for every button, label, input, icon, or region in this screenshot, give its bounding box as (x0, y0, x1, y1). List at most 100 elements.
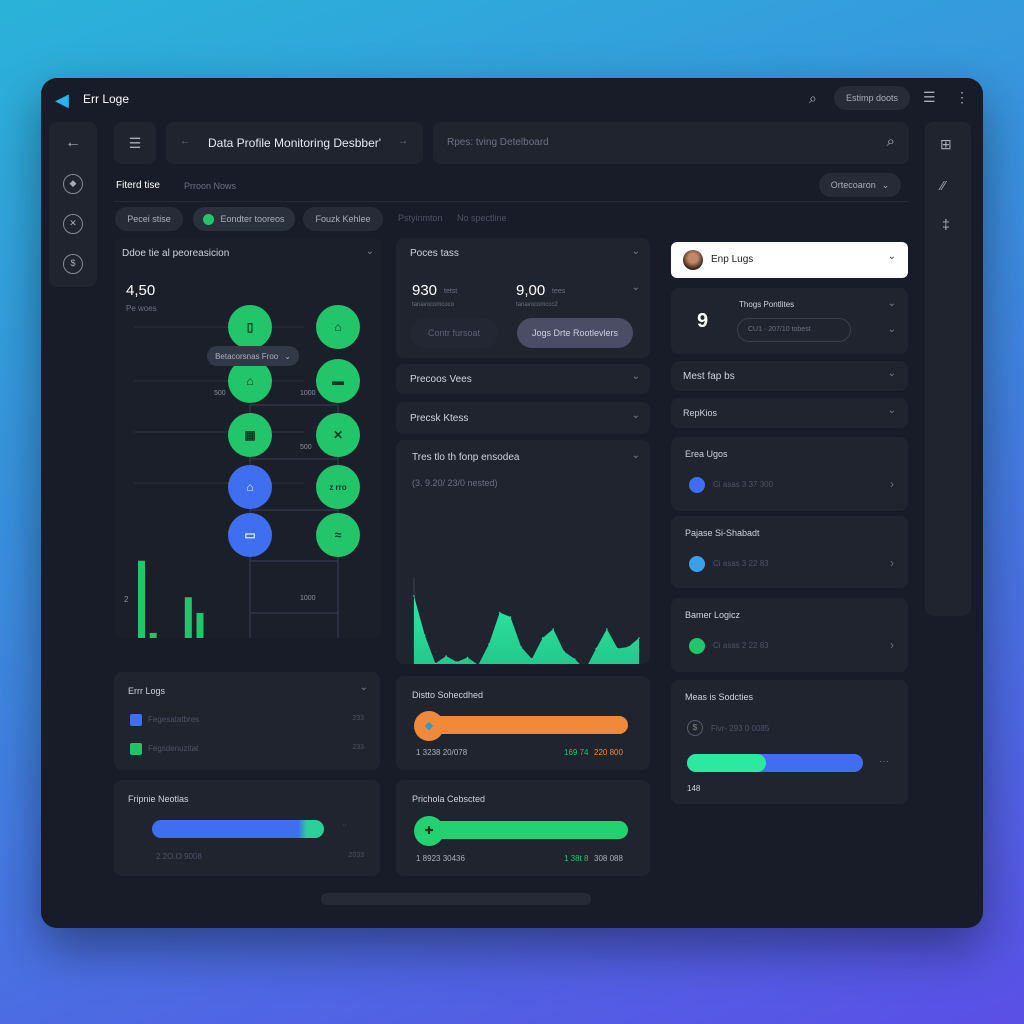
status-dot-icon (689, 477, 705, 493)
measures-progress-track (687, 754, 863, 772)
search-input[interactable]: Rpes: tving Detelboard (447, 137, 549, 148)
filter-sublabel: Prroon Nows (184, 181, 237, 191)
chevron-down-icon[interactable]: ⌄ (359, 682, 368, 693)
data-point (413, 595, 415, 597)
node-icon: ▯ (246, 320, 254, 334)
accordion-item[interactable]: RepKios ⌄ (671, 398, 908, 428)
data-point (627, 646, 630, 648)
filter-link[interactable]: Pstyinmton (398, 213, 443, 223)
menu-icon[interactable]: ☰ (923, 89, 936, 105)
back-logo-icon[interactable]: ◀ (55, 90, 69, 110)
node-label: 1000 (300, 595, 316, 602)
accordion-label: Mest fap bs (683, 371, 735, 382)
node-circle[interactable]: ▯ (228, 305, 272, 349)
arrow-left-icon[interactable]: ← (180, 136, 190, 147)
log-value: 233 (352, 744, 364, 751)
chart-subtitle: (3. 9.20/ 23/0 nested) (412, 478, 498, 488)
back-icon[interactable]: ← (65, 134, 81, 151)
log-value: 233 (352, 715, 364, 722)
search-icon[interactable]: ⌕ (886, 133, 895, 150)
chevron-down-icon[interactable]: ⌄ (887, 298, 896, 309)
divider (114, 201, 909, 202)
process-panel: Poces tass ⌄ 930 tetst tanavocomcoco 9,0… (396, 238, 650, 358)
chevron-right-icon: › (890, 638, 894, 652)
search-bar[interactable]: Rpes: tving Detelboard ⌕ (433, 122, 909, 164)
node-circle[interactable]: ▦ (228, 413, 272, 457)
schedule-left: 1 3238 20/078 (416, 748, 468, 757)
top-action-button[interactable]: Estimp doots (834, 86, 910, 110)
node-circle[interactable]: z rro (316, 465, 360, 509)
node-icon: ≈ (334, 528, 342, 542)
node-label: 1000 (300, 390, 316, 397)
more-icon[interactable]: ⋮ (955, 89, 969, 105)
more-icon[interactable]: ··· (879, 756, 889, 767)
problem-detected-panel: Prichola Cebscted ✚ 1 8923 30436 1 38t 8… (396, 780, 650, 876)
node-circle[interactable]: ≈ (316, 513, 360, 557)
horizontal-scrollbar[interactable] (321, 893, 591, 905)
data-point (434, 662, 437, 664)
panel-title: Ddoe tie al peoreasicion (122, 248, 230, 259)
accordion-item[interactable]: Mest fap bs ⌄ (671, 361, 908, 391)
dollar-icon[interactable]: $ (63, 254, 83, 274)
shield-icon[interactable]: ◆ (63, 174, 83, 194)
node-circle[interactable]: ✕ (316, 413, 360, 457)
user-dropdown[interactable]: Enp Lugs ⌄ (671, 242, 908, 278)
left-rail: ← ◆ ✕ $ (49, 122, 97, 287)
chevron-right-icon: › (890, 477, 894, 491)
profile-input[interactable]: CU1 · 207/10 tobest (737, 318, 851, 342)
more-icon[interactable]: ·· (342, 822, 347, 829)
filter-chip[interactable]: Fouzk Kehlee (303, 207, 383, 231)
node-tooltip-dropdown[interactable]: Betacorsnas Froo ⌄ (207, 346, 299, 366)
chevron-down-icon[interactable]: ⌄ (631, 246, 640, 257)
node-circle[interactable]: ⌂ (228, 465, 272, 509)
filter-chip-active[interactable]: Eondter tooreos (193, 207, 295, 231)
filter-icon[interactable]: ‡ (942, 216, 950, 232)
accordion-item[interactable]: Precsk Ktess ⌄ (396, 402, 650, 434)
dollar-icon: $ (687, 720, 703, 736)
node-circle[interactable]: ▬ (316, 359, 360, 403)
filter-link[interactable]: No spectline (457, 213, 507, 223)
tooltip-label: Betacorsnas Froo (215, 351, 279, 361)
pipeline-right: 2033 (348, 852, 364, 859)
card-title: Erea Ugos (685, 449, 728, 459)
card-title: Bamer Logicz (685, 610, 741, 620)
data-point (531, 658, 533, 660)
node-circle[interactable]: ⌂ (228, 359, 272, 403)
search-icon[interactable]: ⌕ (809, 90, 817, 106)
y-tick-label: 2 (124, 595, 129, 604)
pen-icon[interactable]: ⁄⁄ (941, 178, 946, 193)
data-point (488, 643, 490, 645)
data-point (563, 650, 565, 653)
pipeline-progress-bar (152, 820, 324, 838)
legend-swatch (130, 714, 142, 726)
primary-button[interactable]: Jogs Drte Rootlevlers (517, 318, 633, 348)
chevron-down-icon: ⌄ (887, 251, 896, 262)
filter-chip[interactable]: Pecei stise (115, 207, 183, 231)
card-text: Ci asas 3 22 83 (713, 559, 769, 568)
chevron-down-icon[interactable]: ⌄ (631, 282, 640, 293)
chevron-down-icon[interactable]: ⌄ (365, 246, 374, 257)
filter-toggle-button[interactable]: ☰ (114, 122, 156, 164)
log-card[interactable]: Pajase Si-Shabadt Ci asas 3 22 83 › (671, 516, 908, 588)
problem-left: 1 8923 30436 (416, 854, 465, 863)
log-card[interactable]: Bamer Logicz Ci asas 2 22 83 › (671, 598, 908, 672)
grid-icon[interactable]: ✕ (63, 214, 83, 234)
distribution-schedule-panel: Distto Sohecdhed ◆ 1 3238 20/078 169 74 … (396, 676, 650, 770)
chevron-down-icon[interactable]: ⌄ (631, 450, 640, 461)
layout-icon[interactable]: ⊞ (940, 136, 952, 152)
node-circle[interactable]: ▭ (228, 513, 272, 557)
panel-title: Fripnie Neotlas (128, 794, 189, 804)
secondary-button[interactable]: Contr fursoat (410, 318, 498, 348)
measures-progress-fill (687, 754, 767, 772)
chevron-down-icon[interactable]: ⌄ (887, 324, 896, 335)
log-card[interactable]: Erea Ugos Ci asas 3 37 300 › (671, 437, 908, 511)
sort-dropdown[interactable]: Ortecoaron ⌄ (819, 173, 901, 197)
node-circle[interactable]: ⌂ (316, 305, 360, 349)
problem-progress-bar (416, 821, 628, 839)
arrow-right-icon[interactable]: → (398, 136, 408, 147)
metric-sub: tanavocomcoco (412, 302, 455, 308)
data-point (638, 637, 640, 639)
accordion-item[interactable]: Precoos Vees ⌄ (396, 364, 650, 394)
node-label: 500 (300, 444, 312, 451)
node-label: 500 (214, 390, 226, 397)
